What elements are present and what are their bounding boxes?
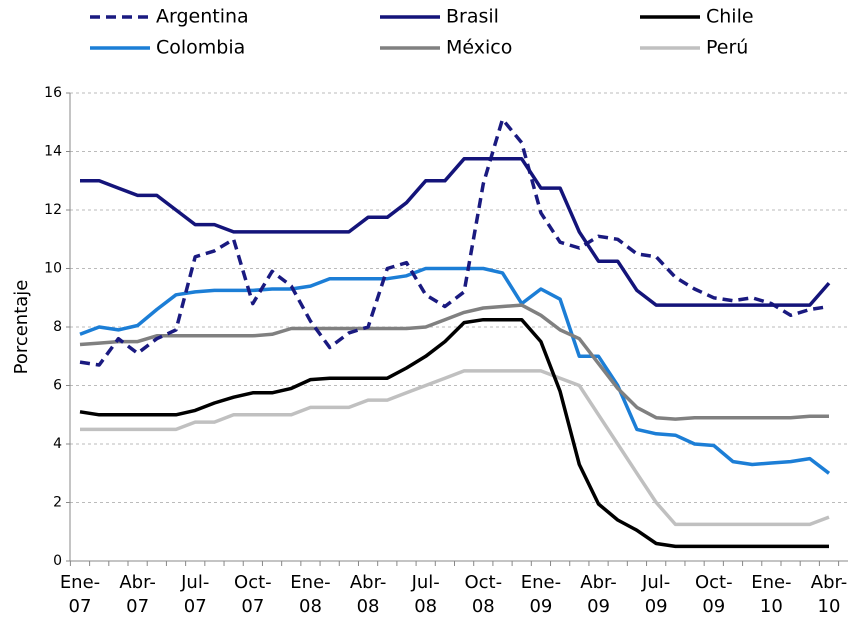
legend-label: Brasil [446,6,499,28]
x-tick-label: Jul- 07 [180,572,209,617]
x-tick-label-line: 07 [184,596,207,617]
y-tick-label: 4 [53,436,62,452]
x-tick-label: Jul- 09 [641,572,670,617]
y-axis-label: Porcentaje [11,280,32,375]
y-tick-label: 2 [53,495,62,511]
x-tick-label: Ene- 10 [751,572,791,617]
x-tick-label-line: Oct- [234,572,272,593]
x-tick-label-line: 10 [818,596,841,617]
series-line [79,266,831,475]
x-tick-label-line: 09 [529,596,552,617]
x-tick-label-line: 07 [69,596,92,617]
x-tick-label-line: 09 [702,596,725,617]
legend-label: Perú [706,37,748,59]
x-tick-label-line: Ene- [751,572,791,593]
x-tick-label-line: 07 [241,596,264,617]
x-tick-label-line: Oct- [464,572,502,593]
x-tick-label-line: Jul- [411,572,440,593]
series-line [80,157,831,307]
x-tick-label-line: 08 [472,596,495,617]
y-tick-label: 14 [44,144,62,160]
x-tick-label-line: Jul- [641,572,670,593]
legend-label: México [446,37,512,59]
y-tick-label: 16 [44,85,62,101]
x-tick-label: Ene- 07 [60,572,100,617]
x-tick-label-line: Oct- [695,572,733,593]
y-tick-label: 0 [53,553,62,569]
y-tick-label: 10 [44,261,62,277]
x-tick-label: Abr- 09 [580,572,616,617]
x-tick-label: Oct- 09 [695,572,733,617]
x-tick-label: Ene- 08 [290,572,330,617]
x-tick-label-line: 08 [414,596,437,617]
y-tick-label: 12 [44,202,62,218]
x-tick-label-line: Abr- [119,572,155,593]
x-tick-label-line: Abr- [350,572,386,593]
series-line [80,369,830,527]
x-tick-label-line: 09 [587,596,610,617]
x-tick-label: Abr- 07 [119,572,155,617]
x-tick-label-line: Jul- [180,572,209,593]
series-line [79,317,829,549]
series-line [79,117,830,367]
legend-label: Argentina [156,6,249,28]
x-tick-label-line: 08 [299,596,322,617]
x-tick-label: Abr- 08 [350,572,386,617]
x-tick-label: Ene- 09 [521,572,561,617]
x-tick-label-line: Ene- [60,572,100,593]
x-tick-label-line: 08 [357,596,380,617]
series-line [79,303,829,421]
x-tick-label-line: 10 [760,596,783,617]
x-tick-label-line: Abr- [811,572,847,593]
x-tick-label-line: 07 [126,596,149,617]
x-tick-label-line: Ene- [521,572,561,593]
x-tick-label: Oct- 07 [234,572,272,617]
y-tick-label: 8 [53,319,62,335]
y-tick-label: 6 [53,378,62,394]
x-tick-label-line: Ene- [290,572,330,593]
x-tick-label: Abr- 10 [811,572,847,617]
x-tick-label-line: 09 [645,596,668,617]
legend-label: Chile [706,6,754,28]
legend-label: Colombia [156,37,245,59]
x-tick-label-line: Abr- [580,572,616,593]
x-tick-label: Jul- 08 [411,572,440,617]
x-tick-label: Oct- 08 [464,572,502,617]
